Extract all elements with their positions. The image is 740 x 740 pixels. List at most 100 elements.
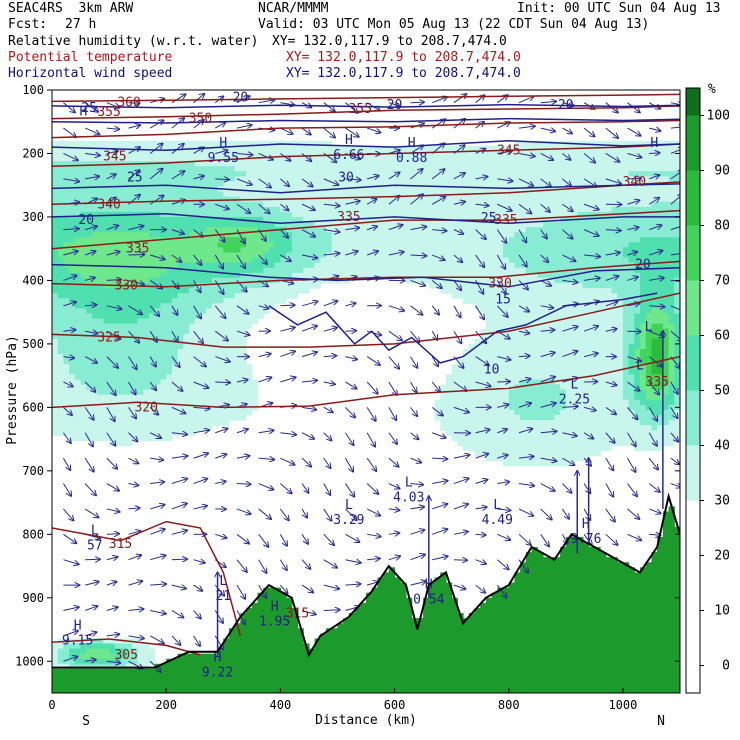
extremum-marker: L bbox=[91, 523, 99, 538]
extremum-marker: H bbox=[582, 517, 590, 532]
theta-label: 335 bbox=[337, 210, 360, 225]
theta-label: 330 bbox=[114, 278, 137, 293]
extremum-value: 0.88 bbox=[396, 151, 427, 166]
extremum-value: 2.25 bbox=[559, 392, 590, 407]
north-label: N bbox=[657, 714, 665, 729]
theta-label: 335 bbox=[126, 242, 149, 257]
org-label: NCAR/MMMM bbox=[258, 1, 329, 16]
extremum-value: 9.22 bbox=[202, 665, 233, 680]
extremum-value: 6.66 bbox=[333, 148, 364, 163]
axes: 100 200 300 400 500 600 700 800 900 1000 0 200 400 60… bbox=[15, 83, 680, 712]
colorbar-bin bbox=[686, 280, 700, 336]
colorbar-bin bbox=[686, 335, 700, 391]
x-tick-label: 600 bbox=[384, 698, 406, 712]
wind-speed-label: 15 bbox=[495, 292, 511, 307]
x-tick-label: 0 bbox=[48, 698, 55, 712]
extremum-marker: L bbox=[405, 476, 413, 491]
extremum-marker: H bbox=[271, 599, 279, 614]
extremum-value: 9.15 bbox=[62, 634, 93, 649]
extremum-marker: H bbox=[74, 619, 82, 634]
extremum-value: 21 bbox=[215, 589, 231, 604]
y-tick-label: 900 bbox=[22, 591, 44, 605]
colorbar-tick-label: 0 bbox=[722, 659, 730, 674]
y-tick-label: 300 bbox=[22, 210, 44, 224]
extremum-value: 0.54 bbox=[413, 592, 444, 607]
x-tick-label: 800 bbox=[498, 698, 520, 712]
terrain-profile bbox=[52, 492, 680, 669]
south-label: S bbox=[82, 714, 90, 729]
wind-speed-label: 20 bbox=[635, 258, 651, 273]
colorbar-bin bbox=[686, 390, 700, 446]
extremum-marker: L bbox=[570, 377, 578, 392]
theta-label: 325 bbox=[97, 331, 120, 346]
wind-speed-label: 25 bbox=[127, 171, 143, 186]
wind-speed-label: 20 bbox=[78, 213, 94, 228]
colorbar-tick-label: 60 bbox=[714, 329, 730, 344]
extremum-value: 1.95 bbox=[259, 614, 290, 629]
field-name-wind: Horizontal wind speed bbox=[8, 66, 173, 81]
theta-label: 345 bbox=[497, 143, 520, 158]
theta-label: 305 bbox=[114, 648, 137, 663]
x-tick-label: 400 bbox=[270, 698, 292, 712]
colorbar-tick-label: 90 bbox=[714, 164, 730, 179]
colorbar-bin bbox=[686, 88, 700, 116]
field-xy-theta: XY= 132.0,117.9 to 208.7,474.0 bbox=[286, 50, 521, 65]
theta-label: 315 bbox=[109, 537, 132, 552]
extremum-marker: H bbox=[408, 136, 416, 151]
theta-label: 320 bbox=[134, 400, 157, 415]
colorbar: 0 10 20 30 40 50 60 70 80 90 100 bbox=[685, 87, 730, 694]
colorbar-tick-label: 50 bbox=[714, 384, 730, 399]
colorbar-tick-label: 70 bbox=[714, 274, 730, 289]
model-label: SEAC4RS 3km ARW bbox=[8, 1, 134, 16]
valid-time: Valid: 03 UTC Mon 05 Aug 13 (22 CDT Sun … bbox=[258, 17, 650, 32]
wind-speed-label: 25 bbox=[481, 211, 497, 226]
theta-label: 335 bbox=[494, 213, 517, 228]
colorbar-tick-label: 40 bbox=[714, 439, 730, 454]
extremum-value: 4.03 bbox=[393, 491, 424, 506]
wind-speed-label: 30 bbox=[338, 171, 354, 186]
extremum-value: 57 bbox=[87, 538, 103, 553]
theta-label: 355 bbox=[349, 102, 372, 117]
y-tick-label: 100 bbox=[22, 83, 44, 97]
x-axis-title: Distance (km) bbox=[315, 713, 417, 728]
extremum-value: 9.76 bbox=[570, 532, 601, 547]
plot-frame bbox=[51, 89, 681, 694]
extremum-marker: H bbox=[219, 136, 227, 151]
colorbar-tick-label: 80 bbox=[714, 219, 730, 234]
forecast-label: Fcst: bbox=[8, 17, 48, 32]
wind-speed-label: 20 bbox=[558, 98, 574, 113]
extremum-marker: H bbox=[345, 133, 353, 148]
colorbar-bin bbox=[686, 170, 700, 226]
extremum-value: 9.55 bbox=[208, 151, 239, 166]
forecast-hours: 27 h bbox=[65, 17, 97, 32]
y-tick-label: 800 bbox=[22, 527, 44, 541]
y-tick-label: 400 bbox=[22, 273, 44, 287]
theta-label: 350 bbox=[189, 112, 212, 127]
y-tick-label: 200 bbox=[22, 146, 44, 160]
field-xy-rh: XY= 132.0,117.9 to 208.7,474.0 bbox=[272, 34, 507, 49]
wind-speed-label: 20 bbox=[387, 98, 403, 113]
colorbar-tick-label: 30 bbox=[714, 494, 730, 509]
wind-speed-label: 25 bbox=[81, 101, 97, 116]
extremum-marker: H bbox=[650, 136, 658, 151]
colorbar-tick-label: 100 bbox=[707, 109, 730, 124]
wind-vectors bbox=[62, 94, 680, 672]
wind-speed-label: 10 bbox=[484, 362, 500, 377]
y-tick-label: 600 bbox=[22, 400, 44, 414]
extremum-marker: L bbox=[219, 574, 227, 589]
theta-label: 340 bbox=[623, 175, 646, 190]
extremum-marker: H bbox=[79, 104, 87, 119]
theta-label: 335 bbox=[645, 375, 668, 390]
theta-label: 360 bbox=[117, 96, 140, 111]
theta-label: 345 bbox=[103, 150, 126, 165]
colorbar-tick-label: 20 bbox=[714, 549, 730, 564]
y-tick-label: 500 bbox=[22, 337, 44, 351]
contour-lines bbox=[52, 93, 680, 656]
y-axis-title: Pressure (hPa) bbox=[5, 335, 20, 445]
colorbar-tick-label: 10 bbox=[714, 604, 730, 619]
field-name-theta: Potential temperature bbox=[8, 50, 173, 65]
field-xy-wind: XY= 132.0,117.9 to 208.7,474.0 bbox=[286, 66, 521, 81]
colorbar-bin bbox=[686, 115, 700, 171]
